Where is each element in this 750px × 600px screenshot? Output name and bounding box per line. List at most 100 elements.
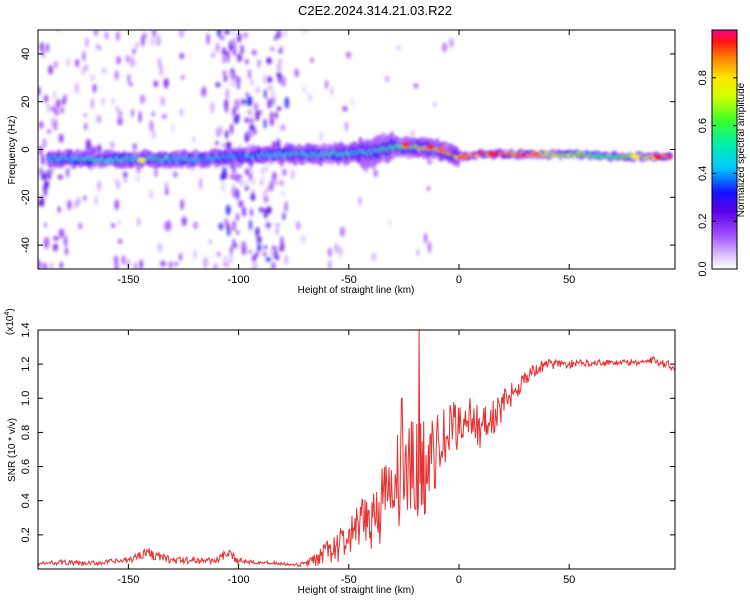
heatmap-noise-speck xyxy=(132,143,137,150)
colorbar-step xyxy=(712,181,737,184)
snr-frame xyxy=(37,329,676,570)
colorbar-step xyxy=(712,219,737,222)
heatmap-noise-speck xyxy=(50,262,53,269)
heatmap-noise-speck xyxy=(252,256,257,262)
heatmap-noise-speck xyxy=(114,69,119,81)
heatmap-noise-speck xyxy=(250,208,253,217)
heatmap-noise-speck xyxy=(253,102,259,112)
snr-multiplier-close: ) xyxy=(5,308,16,311)
heatmap-noise-speck xyxy=(53,61,58,69)
heatmap-noise-speck xyxy=(218,222,223,231)
heatmap-noise-speck xyxy=(302,86,307,93)
heatmap-noise-speck xyxy=(280,235,284,245)
heatmap-noise-speck xyxy=(266,185,271,192)
heatmap-noise-speck xyxy=(264,88,267,99)
heatmap-noise-speck xyxy=(179,108,184,117)
heatmap-noise-speck xyxy=(53,236,59,241)
heatmap-noise-speck xyxy=(248,172,253,181)
colorbar-tick-label: 0.4 xyxy=(697,166,709,181)
colorbar-step xyxy=(712,235,737,238)
heatmap-noise-speck xyxy=(221,142,225,148)
heatmap-noise-speck xyxy=(164,182,169,191)
snr-y-label: SNR (10 * v/v) xyxy=(7,418,18,482)
colorbar-step xyxy=(712,263,737,266)
heatmap-noise-speck xyxy=(226,223,231,230)
heatmap-noise-speck xyxy=(265,256,272,262)
snr-x-tick-label: -100 xyxy=(228,574,250,586)
colorbar-step xyxy=(712,259,737,262)
heatmap-noise-speck xyxy=(226,51,230,63)
heatmap-noise-speck xyxy=(96,179,102,192)
colorbar-step xyxy=(712,115,737,119)
spectrogram-x-tick-label: 0 xyxy=(456,274,462,286)
colorbar-step xyxy=(712,107,737,111)
snr-x-tick-label: 50 xyxy=(563,574,575,586)
colorbar-step xyxy=(712,35,737,39)
colorbar-step xyxy=(712,79,737,83)
heatmap-hot-spot xyxy=(653,154,662,160)
heatmap-noise-speck xyxy=(274,34,277,42)
colorbar-step xyxy=(712,213,737,216)
heatmap-noise-speck xyxy=(278,49,283,54)
colorbar-step xyxy=(712,171,737,174)
colorbar-step xyxy=(712,257,737,260)
colorbar-step xyxy=(712,167,737,171)
chart-title: C2E2.2024.314.21.03.R22 xyxy=(298,3,452,18)
heatmap-noise-speck xyxy=(166,219,172,232)
heatmap-noise-speck xyxy=(284,255,288,265)
heatmap-noise-speck xyxy=(279,241,285,252)
heatmap-noise-speck xyxy=(259,207,264,213)
heatmap-noise-speck xyxy=(236,83,240,90)
heatmap-noise-speck xyxy=(268,77,273,83)
colorbar-step xyxy=(712,49,737,53)
heatmap-noise-speck xyxy=(42,138,47,149)
heatmap-noise-speck xyxy=(84,122,88,131)
heatmap-noise-speck xyxy=(59,262,63,269)
colorbar-step xyxy=(712,207,737,210)
heatmap-noise-speck xyxy=(269,116,275,127)
heatmap-noise-speck xyxy=(279,126,283,131)
heatmap-noise-speck xyxy=(239,179,244,187)
heatmap-noise-speck xyxy=(41,154,45,166)
heatmap-noise-speck xyxy=(90,98,94,109)
heatmap-noise-speck xyxy=(265,163,269,173)
heatmap-noise-speck xyxy=(231,40,236,45)
colorbar-step xyxy=(712,157,737,161)
heatmap-noise-speck xyxy=(38,86,41,96)
heatmap-noise-speck xyxy=(170,123,175,133)
heatmap-noise-speck xyxy=(233,49,236,56)
heatmap-noise-speck xyxy=(52,243,58,252)
snr-multiplier-exp: 4 xyxy=(4,312,11,316)
colorbar-step xyxy=(712,99,737,103)
colorbar-step xyxy=(712,91,737,95)
heatmap-noise-speck xyxy=(203,256,208,269)
colorbar-step xyxy=(712,247,737,250)
heatmap-noise-speck xyxy=(310,57,314,63)
heatmap-noise-speck xyxy=(282,212,286,221)
colorbar: 0.0 0.2 0.4 0.6 0.8 Normalized spectral ampl… xyxy=(697,29,747,277)
heatmap-noise-speck xyxy=(222,70,228,77)
heatmap-noise-speck xyxy=(164,221,168,232)
heatmap-noise-speck xyxy=(179,30,185,38)
heatmap-noise-speck xyxy=(236,53,243,63)
heatmap-noise-speck xyxy=(75,58,80,68)
colorbar-step xyxy=(712,85,737,89)
heatmap-noise-speck xyxy=(236,230,240,235)
heatmap-noise-speck xyxy=(83,113,88,118)
heatmap-noise-speck xyxy=(75,196,81,206)
heatmap-noise-speck xyxy=(236,188,240,200)
heatmap-noise-speck xyxy=(255,227,260,236)
heatmap-noise-speck xyxy=(229,173,236,180)
colorbar-step xyxy=(712,61,737,65)
heatmap-noise-speck xyxy=(85,138,92,151)
heatmap-noise-speck xyxy=(38,145,43,156)
heatmap-noise-speck xyxy=(264,245,268,250)
heatmap-noise-speck xyxy=(114,263,119,269)
heatmap-noise-speck xyxy=(125,55,130,63)
heatmap-noise-speck xyxy=(241,206,247,215)
heatmap-noise-speck xyxy=(116,220,122,225)
heatmap-noise-speck xyxy=(43,237,50,249)
heatmap-noise-speck xyxy=(210,101,215,114)
colorbar-step xyxy=(712,255,737,258)
heatmap-noise-speck xyxy=(110,141,115,149)
